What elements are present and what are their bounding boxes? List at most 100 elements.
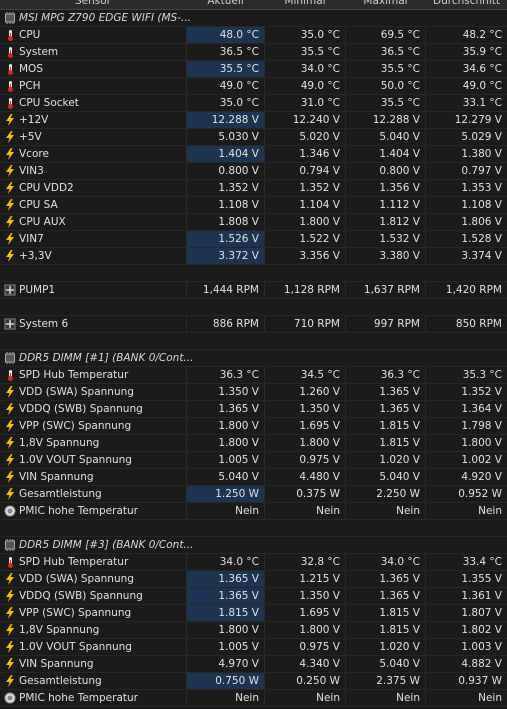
sensor-value: 1.361 V [461, 590, 502, 602]
column-header: Sensor [0, 0, 187, 9]
sensor-value: 1.800 V [265, 622, 346, 638]
sensor-value: 0.375 W [265, 486, 346, 502]
sensor-row: CPU VDD2 1.352 V 1.352 V 1.356 V 1.353 V [0, 180, 507, 197]
sensor-icon [5, 12, 15, 24]
sensor-value: 1.104 V [265, 197, 346, 213]
sensor-row: 1.0V VOUT Spannung 1.005 V 0.975 V 1.020 V 1… [0, 639, 507, 656]
sensor-value: 5.020 V [265, 129, 346, 145]
sensor-icon [6, 573, 14, 585]
sensor-name: CPU [0, 27, 187, 43]
sensor-value: 1.250 W [187, 486, 265, 502]
sensor-value: 12.288 V [187, 112, 265, 128]
sensor-value: 34.6 °C [462, 63, 502, 75]
sensor-row: VIN Spannung 4.970 V 4.340 V 5.040 V 4.882 V [0, 656, 507, 673]
sensor-value: 1.815 V [346, 418, 426, 434]
sensor-row: CPU Socket 35.0 °C 31.0 °C 35.5 °C 33.1 °C [0, 95, 507, 112]
sensor-value: 33.1 °C [462, 97, 502, 109]
sensor-value: 1.815 V [346, 435, 426, 451]
sensor-icon [6, 658, 14, 670]
sensor-row: +5V 5.030 V 5.020 V 5.040 V 5.029 V [0, 129, 507, 146]
sensor-name: CPU SA [0, 197, 187, 213]
sensor-value: 34.0 °C [187, 554, 265, 570]
sensor-value: 2.250 W [346, 486, 426, 502]
sensor-icon [4, 505, 16, 517]
spacer-row [0, 265, 507, 282]
sensor-name: Gesamtleistung [0, 486, 187, 502]
sensor-value: 1.365 V [346, 384, 426, 400]
sensor-row: CPU AUX 1.808 V 1.800 V 1.812 V 1.806 V [0, 214, 507, 231]
sensor-value: 1.002 V [461, 454, 502, 466]
sensor-name: PMIC hohe Temperatur [0, 690, 187, 706]
sensor-value: 48.2 °C [462, 29, 502, 41]
sensor-value: 3.374 V [461, 250, 502, 262]
sensor-value: 0.750 W [187, 673, 265, 689]
sensor-value: 1.802 V [461, 624, 502, 636]
sensor-row: PCH 49.0 °C 49.0 °C 50.0 °C 49.0 °C [0, 78, 507, 95]
sensor-value: 0.800 V [346, 163, 426, 179]
sensor-row: +12V 12.288 V 12.240 V 12.288 V 12.279 V [0, 112, 507, 129]
sensor-name: 1,8V Spannung [0, 622, 187, 638]
sensor-value: 4.920 V [461, 471, 502, 483]
sensor-row: 1,8V Spannung 1.800 V 1.800 V 1.815 V 1.802 … [0, 622, 507, 639]
sensor-icon [6, 437, 14, 449]
sensor-value: 0.975 V [265, 452, 346, 468]
sensor-icon [8, 47, 13, 58]
sensor-icon [8, 370, 13, 381]
sensor-value: 0.975 V [265, 639, 346, 655]
sensor-value: 35.5 °C [346, 61, 426, 77]
sensor-value: 5.040 V [346, 129, 426, 145]
sensor-value: 1.528 V [461, 233, 502, 245]
sensor-row: Vcore 1.404 V 1.346 V 1.404 V 1.380 V [0, 146, 507, 163]
sensor-row: VIN7 1.526 V 1.522 V 1.532 V 1.528 V [0, 231, 507, 248]
sensor-value: 36.5 °C [187, 44, 265, 60]
sensor-icon [6, 182, 14, 194]
sensor-value: 1.404 V [346, 146, 426, 162]
sensor-value: 5.040 V [346, 656, 426, 672]
sensor-icon [6, 131, 14, 143]
sensor-value: 1.112 V [346, 197, 426, 213]
sensor-value: 1.365 V [346, 571, 426, 587]
sensor-value: 35.0 °C [265, 27, 346, 43]
sensor-value: 0.937 W [458, 675, 502, 687]
sensor-value: 34.0 °C [265, 61, 346, 77]
sensor-value: 1.800 V [187, 622, 265, 638]
sensor-value: 5.029 V [461, 131, 502, 143]
sensor-name: VDD (SWA) Spannung [0, 384, 187, 400]
sensor-name: System 6 [0, 316, 187, 332]
sensor-icon [4, 692, 16, 704]
sensor-value: 35.9 °C [462, 46, 502, 58]
sensor-value: 886 RPM [187, 316, 265, 332]
sensor-value: 3.380 V [346, 248, 426, 264]
sensor-value: 49.0 °C [187, 78, 265, 94]
sensor-icon [6, 675, 14, 687]
spacer-row [0, 520, 507, 537]
sensor-value: 1.356 V [346, 180, 426, 196]
group-label: DDR5 DIMM [#1] (BANK 0/Cont... [19, 352, 194, 364]
sensor-icon [8, 64, 13, 75]
sensor-value: 0.794 V [265, 163, 346, 179]
sensor-value: 36.5 °C [346, 44, 426, 60]
sensor-value: 35.5 °C [346, 95, 426, 111]
sensor-value: 1.815 V [346, 622, 426, 638]
sensor-icon [6, 250, 14, 262]
sensor-icon [6, 114, 14, 126]
sensor-value: 34.5 °C [265, 367, 346, 383]
sensor-name: 1.0V VOUT Spannung [0, 639, 187, 655]
sensor-name: 1,8V Spannung [0, 435, 187, 451]
sensor-row: PMIC hohe Temperatur Nein Nein Nein Nein [0, 690, 507, 707]
sensor-value: 1.404 V [187, 146, 265, 162]
sensor-icon [6, 216, 14, 228]
sensor-name: VIN Spannung [0, 469, 187, 485]
sensor-value: 710 RPM [265, 316, 346, 332]
sensor-value: 3.372 V [187, 248, 265, 264]
sensor-value: 1.353 V [461, 182, 502, 194]
sensor-value: 69.5 °C [346, 27, 426, 43]
sensor-name: MOS [0, 61, 187, 77]
sensor-row: +3,3V 3.372 V 3.356 V 3.380 V 3.374 V [0, 248, 507, 265]
sensor-icon [4, 284, 16, 296]
sensor-value: 4.480 V [265, 469, 346, 485]
sensor-value: 1.260 V [265, 384, 346, 400]
sensor-name: SPD Hub Temperatur [0, 367, 187, 383]
sensor-value: 1.800 V [187, 435, 265, 451]
